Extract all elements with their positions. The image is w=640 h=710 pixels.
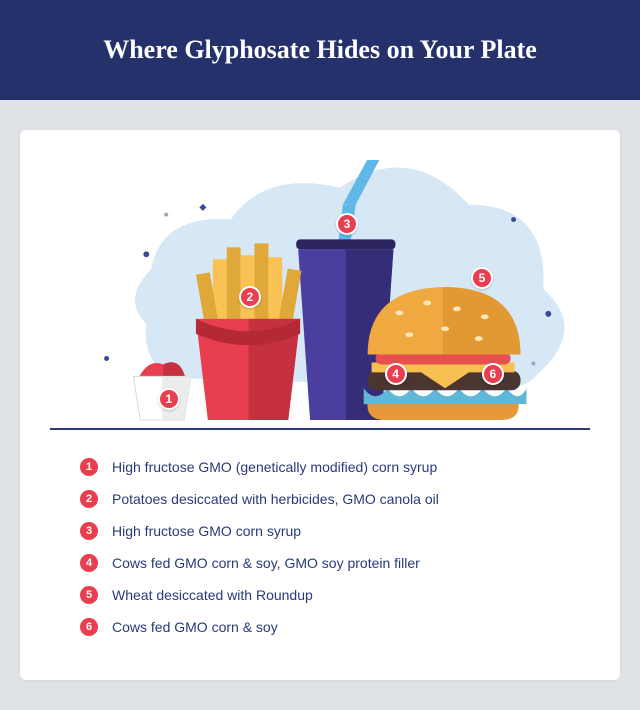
legend-item: 6 Cows fed GMO corn & soy — [80, 618, 590, 636]
legend-item: 3 High fructose GMO corn syrup — [80, 522, 590, 540]
legend-badge: 1 — [80, 458, 98, 476]
legend-badge: 3 — [80, 522, 98, 540]
marker-4: 4 — [385, 363, 407, 385]
marker-5: 5 — [471, 267, 493, 289]
legend-item: 2 Potatoes desiccated with herbicides, G… — [80, 490, 590, 508]
marker-2: 2 — [239, 286, 261, 308]
legend-badge: 6 — [80, 618, 98, 636]
body-area: 1 2 3 4 5 6 1 High fructose GMO (genetic… — [0, 100, 640, 700]
header-banner: Where Glyphosate Hides on Your Plate — [0, 0, 640, 100]
marker-1: 1 — [158, 388, 180, 410]
legend-text: Cows fed GMO corn & soy — [112, 619, 278, 635]
legend-text: High fructose GMO (genetically modified)… — [112, 459, 437, 475]
legend-item: 1 High fructose GMO (genetically modifie… — [80, 458, 590, 476]
legend-badge: 2 — [80, 490, 98, 508]
marker-3: 3 — [336, 213, 358, 235]
legend-text: Cows fed GMO corn & soy, GMO soy protein… — [112, 555, 420, 571]
food-svg — [50, 160, 590, 428]
legend-text: High fructose GMO corn syrup — [112, 523, 301, 539]
legend-list: 1 High fructose GMO (genetically modifie… — [50, 458, 590, 636]
legend-badge: 5 — [80, 586, 98, 604]
food-illustration: 1 2 3 4 5 6 — [50, 160, 590, 430]
content-card: 1 2 3 4 5 6 1 High fructose GMO (genetic… — [20, 130, 620, 680]
burger-icon — [364, 287, 527, 420]
legend-item: 5 Wheat desiccated with Roundup — [80, 586, 590, 604]
legend-text: Wheat desiccated with Roundup — [112, 587, 313, 603]
legend-text: Potatoes desiccated with herbicides, GMO… — [112, 491, 439, 507]
page-title: Where Glyphosate Hides on Your Plate — [103, 35, 537, 65]
legend-badge: 4 — [80, 554, 98, 572]
legend-item: 4 Cows fed GMO corn & soy, GMO soy prote… — [80, 554, 590, 572]
marker-6: 6 — [482, 363, 504, 385]
